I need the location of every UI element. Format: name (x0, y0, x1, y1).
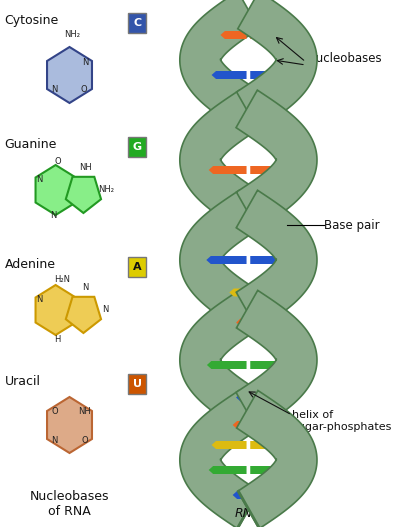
Polygon shape (250, 288, 267, 297)
Text: N: N (82, 284, 88, 292)
Polygon shape (250, 491, 264, 499)
Polygon shape (250, 116, 257, 124)
Text: O: O (51, 406, 58, 415)
Text: N: N (51, 436, 58, 445)
Text: NH: NH (79, 163, 92, 172)
Text: G: G (132, 142, 142, 152)
Polygon shape (250, 166, 288, 174)
Text: O: O (81, 436, 87, 445)
Text: Adenine: Adenine (4, 258, 55, 271)
Text: H₂N: H₂N (54, 276, 70, 285)
Polygon shape (237, 391, 317, 527)
Polygon shape (250, 31, 276, 39)
Polygon shape (250, 421, 264, 429)
Polygon shape (66, 177, 101, 213)
Polygon shape (180, 391, 260, 527)
Polygon shape (209, 466, 247, 474)
Text: NH: NH (78, 406, 91, 415)
Polygon shape (250, 318, 261, 327)
Polygon shape (250, 361, 290, 369)
Polygon shape (236, 290, 317, 430)
Text: Nucleobases: Nucleobases (308, 52, 382, 64)
Text: N: N (36, 296, 42, 305)
Text: Uracil: Uracil (4, 375, 40, 388)
Text: U: U (133, 379, 142, 389)
Polygon shape (47, 397, 92, 453)
Polygon shape (232, 491, 247, 499)
Polygon shape (66, 297, 101, 333)
Text: Guanine: Guanine (4, 138, 57, 151)
Text: helix of
sugar-phosphates: helix of sugar-phosphates (292, 410, 391, 432)
Polygon shape (232, 421, 247, 429)
Polygon shape (250, 466, 288, 474)
Polygon shape (236, 190, 317, 330)
Polygon shape (180, 290, 261, 430)
Polygon shape (180, 190, 260, 330)
FancyBboxPatch shape (128, 13, 147, 33)
Text: O: O (54, 158, 61, 167)
Polygon shape (209, 166, 247, 174)
Polygon shape (220, 31, 247, 39)
Text: A: A (133, 262, 141, 272)
Text: Cytosine: Cytosine (4, 14, 59, 27)
Text: O: O (80, 84, 87, 93)
Polygon shape (47, 47, 92, 103)
Text: N: N (36, 175, 42, 184)
FancyBboxPatch shape (128, 257, 147, 277)
Text: NH₂: NH₂ (64, 30, 80, 39)
Polygon shape (250, 441, 285, 449)
Text: N: N (51, 84, 58, 93)
Polygon shape (229, 288, 247, 297)
Polygon shape (236, 90, 317, 230)
Polygon shape (240, 116, 247, 124)
Polygon shape (36, 285, 76, 335)
Polygon shape (250, 216, 257, 224)
Polygon shape (250, 256, 290, 264)
Polygon shape (211, 71, 247, 79)
Text: RNA: RNA (235, 507, 262, 520)
Text: N: N (50, 210, 56, 220)
Text: H: H (54, 336, 61, 345)
Text: C: C (133, 18, 141, 28)
Polygon shape (211, 441, 247, 449)
Polygon shape (236, 394, 247, 402)
Polygon shape (206, 256, 247, 264)
Text: Base pair: Base pair (324, 219, 380, 231)
Polygon shape (207, 361, 247, 369)
Text: N: N (82, 58, 88, 67)
FancyBboxPatch shape (128, 137, 147, 157)
Text: NH₂: NH₂ (98, 186, 114, 194)
Text: Nucleobases
of RNA: Nucleobases of RNA (30, 490, 109, 518)
Polygon shape (240, 216, 247, 224)
Polygon shape (238, 491, 260, 527)
Text: N: N (102, 306, 109, 315)
FancyBboxPatch shape (128, 374, 147, 394)
Polygon shape (180, 0, 260, 130)
Polygon shape (250, 394, 261, 402)
Polygon shape (250, 71, 285, 79)
Polygon shape (237, 491, 259, 527)
Polygon shape (36, 165, 76, 215)
Polygon shape (237, 0, 317, 130)
Polygon shape (180, 90, 261, 230)
Polygon shape (236, 318, 247, 327)
